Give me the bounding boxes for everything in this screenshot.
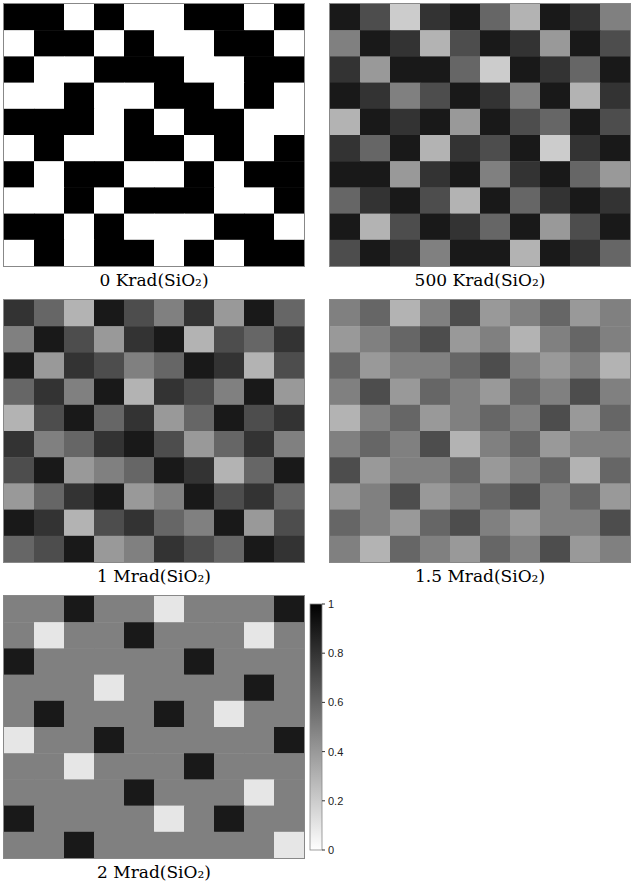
html-text:500 Krad(SiO₂): 500 Krad(SiO₂) <box>414 270 546 290</box>
svg-text:0.4: 0.4 <box>328 746 343 758</box>
html-text:2 Mrad(SiO₂): 2 Mrad(SiO₂) <box>97 862 211 882</box>
svg-text:0.6: 0.6 <box>328 696 343 708</box>
html-text:1 Mrad(SiO₂): 1 Mrad(SiO₂) <box>97 566 211 586</box>
svg-text:0.8: 0.8 <box>328 647 343 659</box>
svg-text:0: 0 <box>328 844 334 856</box>
svg-text:1: 1 <box>328 598 334 610</box>
html-text:1.5 Mrad(SiO₂): 1.5 Mrad(SiO₂) <box>415 566 545 586</box>
html-text:0 Krad(SiO₂): 0 Krad(SiO₂) <box>99 270 209 290</box>
svg-text:0.2: 0.2 <box>328 795 343 807</box>
